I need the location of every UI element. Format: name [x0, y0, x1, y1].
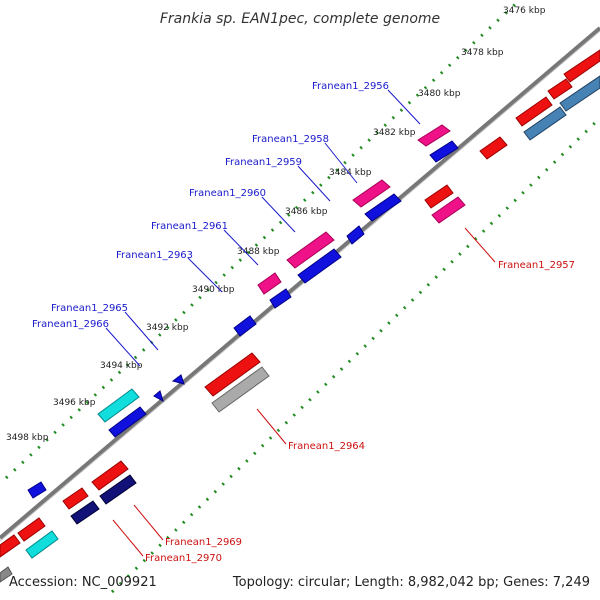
kbp-label-3496: 3496 kbp: [53, 398, 96, 408]
cds-cyan-3500[interactable]: [25, 530, 59, 559]
kbp-label-3480: 3480 kbp: [418, 89, 461, 99]
cds-red-3478-b[interactable]: [547, 78, 573, 100]
gene-label-franean1-2965[interactable]: Franean1_2965: [51, 303, 128, 314]
cds-red-3480[interactable]: [479, 136, 508, 160]
cds-franean1-2964-red[interactable]: [204, 352, 261, 397]
cds-franean1-2960-pink[interactable]: [286, 231, 335, 269]
gene-label-franean1-2958[interactable]: Franean1_2958: [252, 134, 329, 145]
gene-label-franean1-2964[interactable]: Franean1_2964: [288, 441, 365, 452]
cds-blue-3496[interactable]: [108, 406, 147, 438]
cds-grey-edge[interactable]: [0, 566, 13, 583]
cds-franean1-2969-red[interactable]: [91, 460, 129, 491]
summary-text: Topology: circular; Length: 8,982,042 bp…: [232, 575, 590, 590]
cds-red-3476[interactable]: [563, 49, 600, 83]
accession-text: Accession: NC_009921: [9, 575, 157, 590]
cds-franean1-2964-grey[interactable]: [211, 366, 270, 413]
genome-backbone: [0, 26, 600, 540]
gene-label-franean1-2963[interactable]: Franean1_2963: [116, 250, 193, 261]
cds-red-3500-b[interactable]: [0, 534, 21, 558]
kbp-label-3492: 3492 kbp: [146, 323, 189, 333]
cds-cyan-3496[interactable]: [97, 388, 140, 423]
kbp-label-3482: 3482 kbp: [373, 128, 416, 138]
cds-steel-3478-b[interactable]: [523, 106, 567, 141]
cds-franean1-2956-pink[interactable]: [417, 124, 451, 147]
gene-label-franean1-2969[interactable]: Franean1_2969: [165, 537, 242, 548]
kbp-label-3488: 3488 kbp: [237, 247, 280, 257]
cds-red-3478-a[interactable]: [515, 96, 553, 127]
kbp-label-3494: 3494 kbp: [100, 361, 143, 371]
cds-franean1-2970-red[interactable]: [62, 487, 89, 510]
cds-steel-3478-a[interactable]: [559, 75, 600, 112]
gene-label-franean1-2961[interactable]: Franean1_2961: [151, 221, 228, 232]
kbp-label-3490: 3490 kbp: [192, 285, 235, 295]
gene-label-franean1-2966[interactable]: Franean1_2966: [32, 319, 109, 330]
cds-franean1-2960-blue[interactable]: [297, 248, 342, 284]
map-title: Frankia sp. EAN1pec, complete genome: [160, 11, 440, 27]
cds-franean1-2958[interactable]: [352, 179, 391, 208]
upper-tick-track: [4, 0, 523, 480]
gene-label-franean1-2960[interactable]: Franean1_2960: [189, 188, 266, 199]
cds-franean1-2956-blue[interactable]: [429, 140, 459, 163]
cds-franean1-2963-pink[interactable]: [257, 272, 282, 295]
cds-franean1-2965[interactable]: [233, 315, 257, 337]
kbp-label-3476: 3476 kbp: [503, 6, 546, 16]
leader-lines: [105, 89, 496, 557]
kbp-label-3478: 3478 kbp: [461, 48, 504, 58]
gene-label-franean1-2956[interactable]: Franean1_2956: [312, 81, 389, 92]
cds-franean1-2970-navy[interactable]: [70, 500, 100, 525]
kbp-label-3498: 3498 kbp: [6, 433, 49, 443]
kbp-label-3486: 3486 kbp: [285, 207, 328, 217]
lower-tick-track: [110, 116, 600, 594]
cds-franean1-2966-b[interactable]: [153, 390, 164, 403]
cds-franean1-2959[interactable]: [364, 193, 402, 222]
cds-franean1-2957-red[interactable]: [424, 184, 454, 209]
genome-backbone-highlight: [0, 30, 600, 542]
cds-franean1-2966-a[interactable]: [171, 374, 185, 385]
cds-franean1-2957-pink[interactable]: [431, 196, 466, 224]
gene-label-franean1-2957[interactable]: Franean1_2957: [498, 260, 575, 271]
cds-franean1-2961[interactable]: [346, 225, 365, 245]
gene-label-franean1-2970[interactable]: Franean1_2970: [145, 553, 222, 564]
cds-red-3500[interactable]: [17, 517, 46, 542]
kbp-label-3484: 3484 kbp: [329, 168, 372, 178]
gene-label-franean1-2959[interactable]: Franean1_2959: [225, 157, 302, 168]
cds-franean1-2963-blue[interactable]: [269, 288, 292, 309]
cds-blue-3498[interactable]: [27, 481, 47, 499]
cds-franean1-2969-navy[interactable]: [99, 474, 137, 505]
